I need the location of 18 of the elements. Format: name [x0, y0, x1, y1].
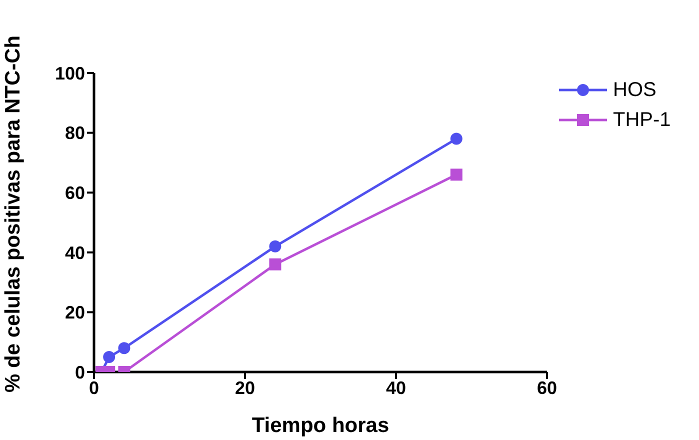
legend-label: HOS: [613, 78, 656, 102]
x-tick-label: 20: [234, 378, 256, 398]
x-tick-label: 0: [88, 378, 100, 398]
point: [269, 240, 282, 252]
legend-label: THP-1: [613, 108, 671, 132]
point: [450, 132, 462, 145]
y-axis-title: % de celulas positivas para NTC-Ch: [1, 35, 24, 392]
y-tick-label: 60: [64, 182, 85, 203]
x-tick-label: 40: [386, 378, 406, 398]
y-tick-label: 40: [64, 242, 85, 263]
y-tick-label: 100: [54, 63, 85, 84]
x-tick-label: 60: [536, 378, 558, 398]
x-axis-title: Tiempo horas: [252, 414, 390, 437]
point: [450, 168, 462, 181]
point: [269, 258, 282, 270]
y-tick-label: 0: [74, 362, 85, 382]
y-tick-label: 80: [64, 123, 85, 144]
y-tick-label: 20: [64, 302, 85, 323]
